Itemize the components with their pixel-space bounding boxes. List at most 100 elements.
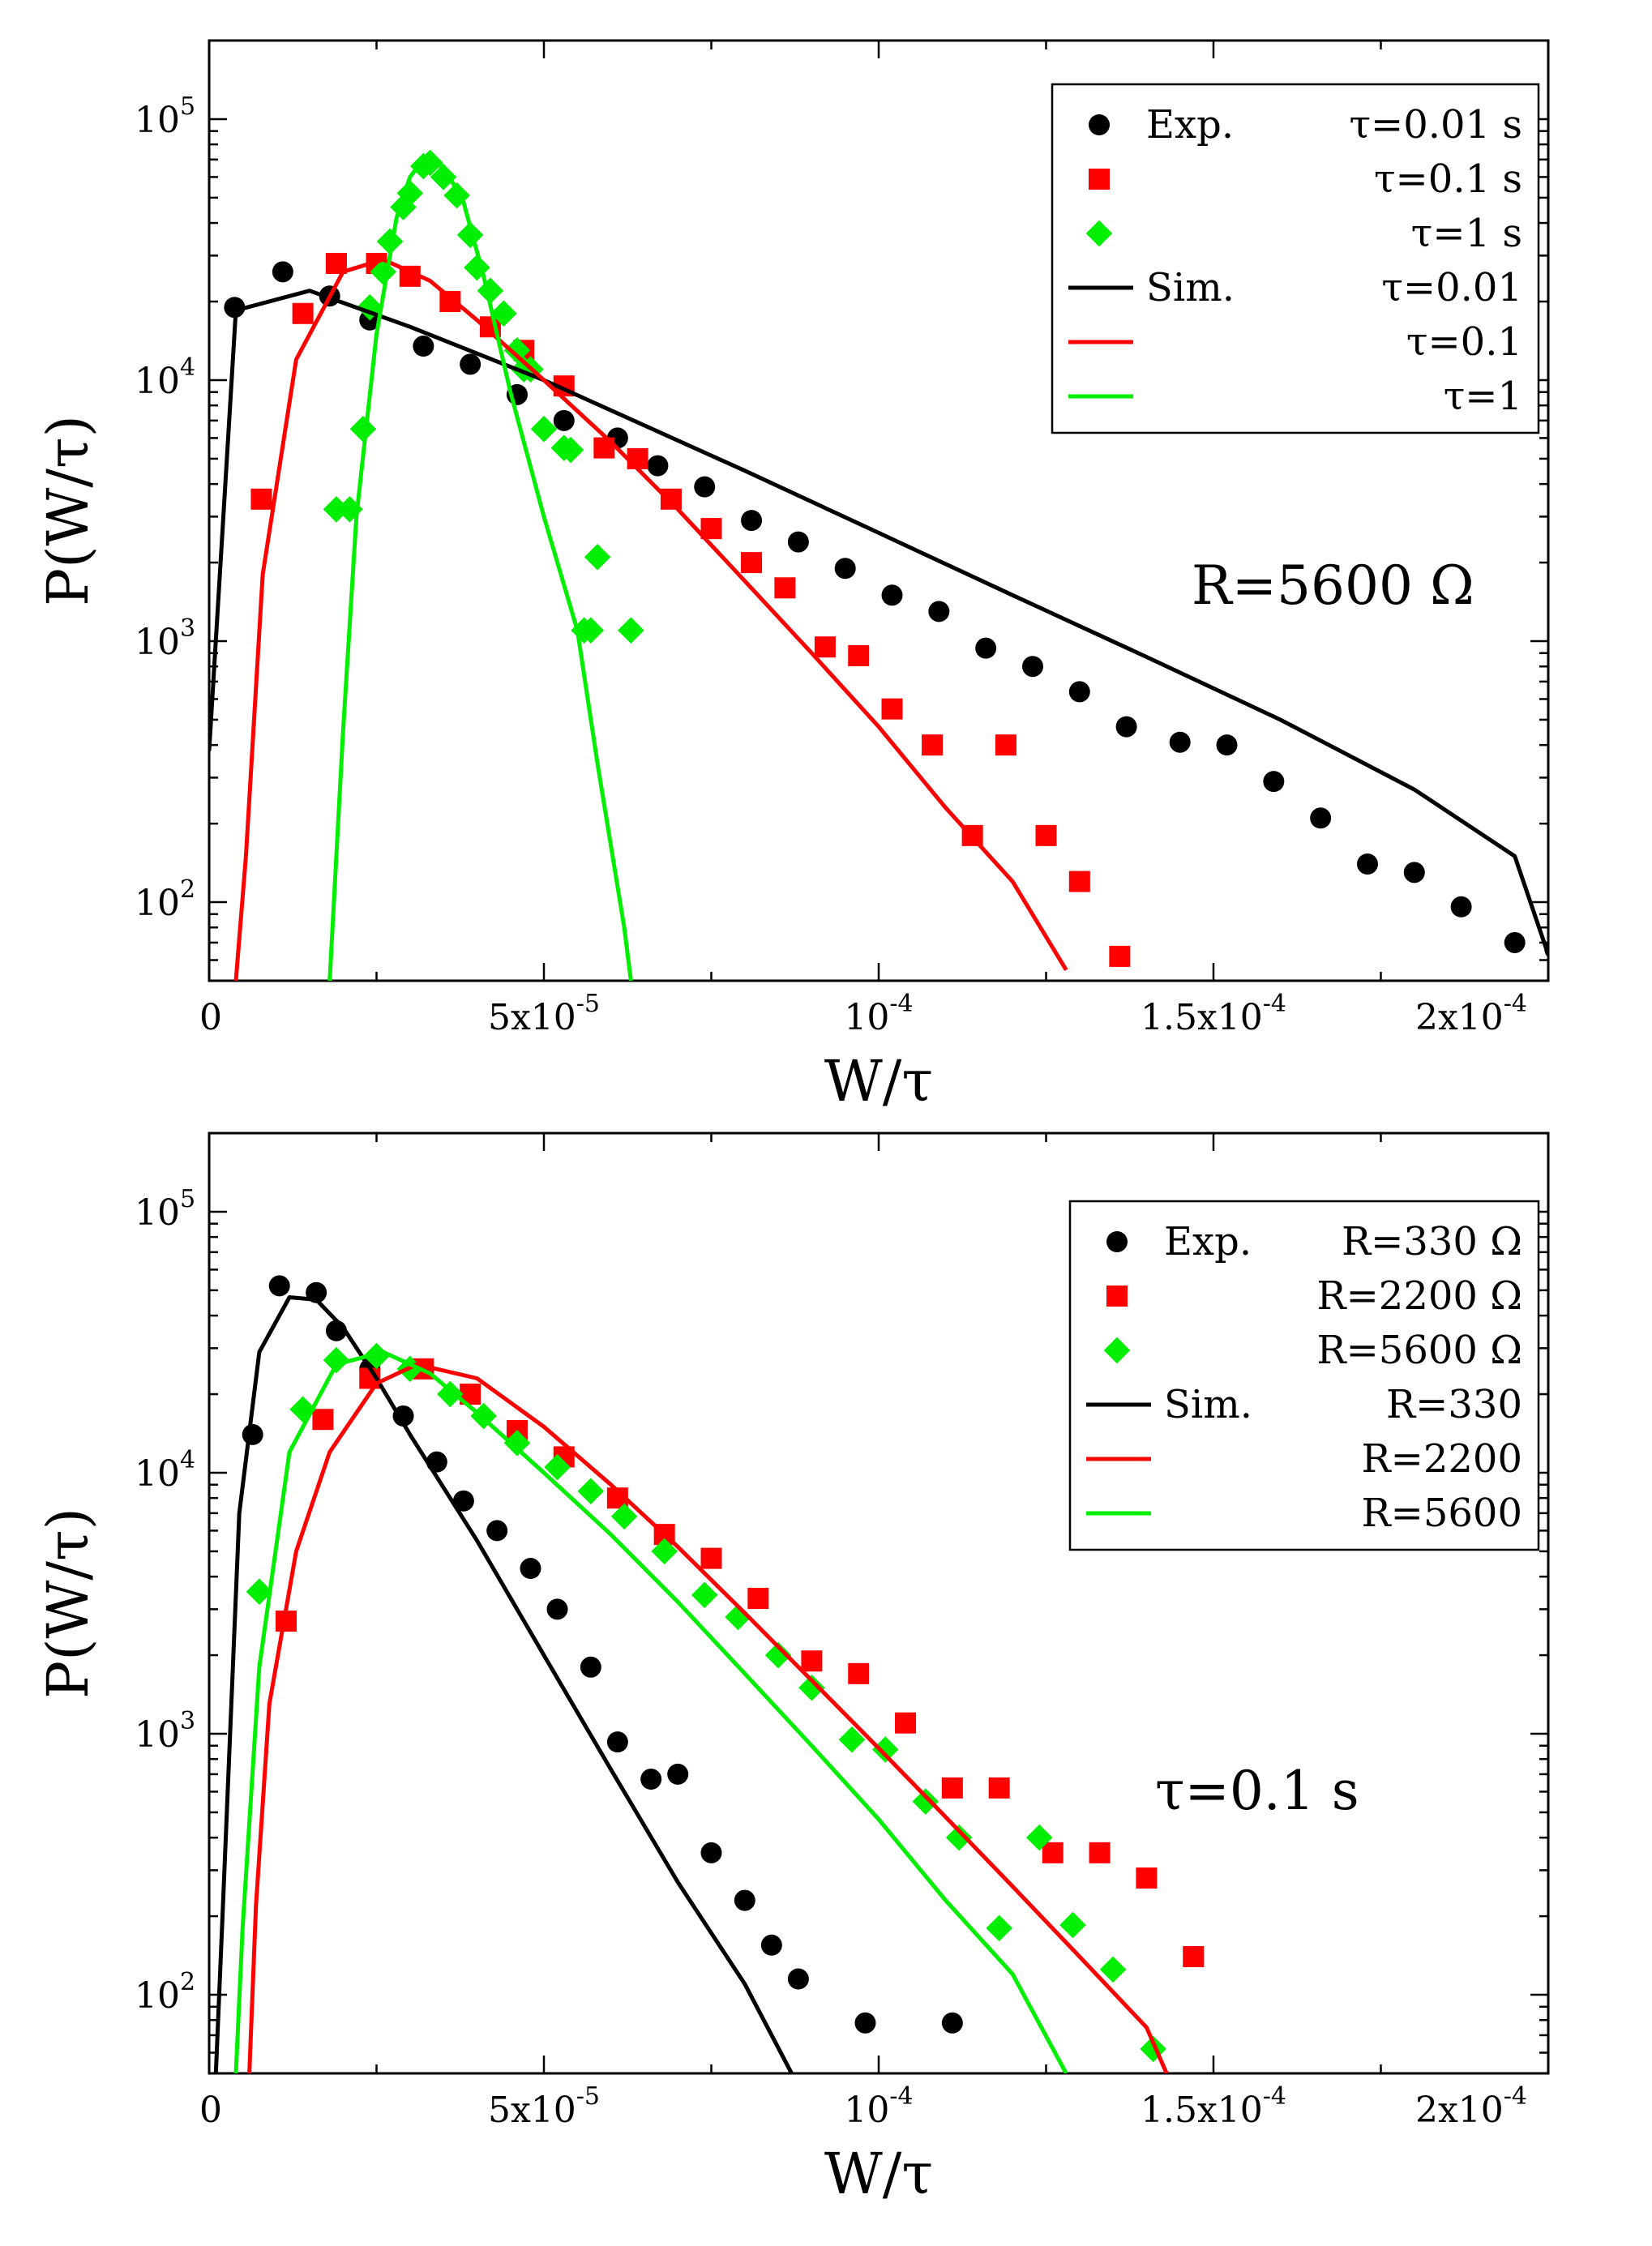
data-point <box>456 221 484 249</box>
data-point <box>610 1503 638 1530</box>
data-point <box>640 1769 662 1790</box>
plot-area <box>213 1275 1205 2073</box>
legend-prefix: Sim. <box>1146 265 1235 310</box>
data-point <box>801 1650 823 1672</box>
data-point <box>838 1726 866 1753</box>
data-point <box>798 1675 825 1701</box>
y-axis-title: P(W/τ) <box>35 1508 101 1699</box>
y-tick-label: 105 <box>135 92 195 141</box>
y-tick-label: 103 <box>135 614 195 663</box>
legend-item: τ=1 s <box>1085 211 1522 256</box>
y-tick-label: 102 <box>135 1968 195 2017</box>
legend-prefix: Sim. <box>1164 1382 1252 1427</box>
x-tick-label-exp: -5 <box>576 2082 600 2111</box>
data-point <box>881 698 903 720</box>
data-point <box>452 1490 474 1512</box>
y-tick-label: 104 <box>135 353 195 402</box>
x-tick-label: 0 <box>199 2090 222 2131</box>
legend-swatch-marker <box>1106 1231 1128 1252</box>
x-tick-label-base: 1.5x10 <box>1141 997 1263 1038</box>
data-point <box>774 577 796 599</box>
data-point <box>700 1547 722 1569</box>
data-point <box>741 552 763 574</box>
legend-box <box>1051 83 1540 434</box>
x-tick-label: 10-4 <box>844 990 913 1038</box>
x-tick-label: 0 <box>199 997 222 1038</box>
data-point <box>734 1889 755 1911</box>
y-tick-label: 104 <box>135 1446 195 1495</box>
data-point <box>250 488 272 510</box>
x-tick-label-base: 0 <box>199 997 222 1038</box>
legend-item: τ=1 <box>1068 374 1522 419</box>
legend-item: τ=0.1 <box>1068 319 1522 365</box>
data-point <box>490 300 517 327</box>
y-tick-label-exp: 4 <box>180 1446 195 1474</box>
data-point <box>546 1598 568 1620</box>
legend-swatch-marker <box>1103 1337 1131 1364</box>
x-tick-label: 2x10-4 <box>1415 2082 1527 2131</box>
legend-label: R=5600 Ω <box>1316 1328 1522 1373</box>
legend-swatch-marker <box>1106 1286 1128 1307</box>
series-5 <box>247 1362 1169 2073</box>
data-point <box>577 1478 605 1504</box>
data-point <box>764 1641 792 1669</box>
legend-swatch-marker <box>1089 114 1110 135</box>
data-point <box>741 510 763 532</box>
y-tick-label-base: 10 <box>135 361 180 402</box>
data-point <box>660 488 682 510</box>
data-point <box>1169 731 1191 753</box>
legend-swatch-marker <box>1085 220 1113 247</box>
data-point <box>268 1275 290 1297</box>
legend-label: R=5600 <box>1361 1491 1522 1536</box>
y-tick-label-base: 10 <box>135 1714 180 1756</box>
data-point <box>814 636 836 658</box>
series-line <box>247 1362 1169 2073</box>
data-point <box>667 1763 689 1785</box>
series-line <box>327 157 633 981</box>
x-tick-label-base: 5x10 <box>488 997 576 1038</box>
data-point <box>1021 656 1043 678</box>
data-point <box>553 409 575 431</box>
y-tick-label-exp: 3 <box>180 614 195 643</box>
data-point <box>1183 1945 1205 1967</box>
data-point <box>618 617 644 644</box>
data-point <box>363 1342 390 1370</box>
legend-label: τ=0.1 <box>1406 319 1522 365</box>
data-point <box>460 353 481 375</box>
legend-item: Exp. τ=0.01 s <box>1089 102 1522 148</box>
legend-item: R=2200 Ω <box>1106 1273 1522 1319</box>
data-point <box>872 1736 899 1763</box>
data-point <box>848 1662 870 1684</box>
data-point <box>292 302 314 324</box>
data-point <box>1089 1842 1111 1863</box>
legend-label: τ=0.1 s <box>1374 156 1522 202</box>
y-tick-label-base: 10 <box>135 100 180 141</box>
data-point <box>1099 1956 1127 1983</box>
data-point <box>986 1914 1012 1942</box>
data-point <box>272 261 293 283</box>
data-point <box>1310 807 1332 829</box>
y-tick-label-exp: 4 <box>180 353 195 382</box>
data-point <box>700 1842 722 1863</box>
data-point <box>922 734 944 756</box>
series-line <box>233 257 1068 981</box>
data-point <box>1263 771 1285 793</box>
legend: Exp. τ=0.01 s τ=0.1 s τ=1 s Sim. τ=0.01 τ=0.1 τ… <box>1051 83 1540 434</box>
legend-item: Exp. R=330 Ω <box>1106 1219 1522 1264</box>
data-point <box>787 531 809 553</box>
y-axis-title: P(W/τ) <box>35 415 101 606</box>
x-tick-label-base: 2x10 <box>1415 997 1504 1038</box>
series-line <box>213 1295 794 2073</box>
data-point <box>941 2012 963 2034</box>
x-axis-title: W/τ <box>824 1048 933 1114</box>
x-tick-label-base: 5x10 <box>488 2090 576 2131</box>
x-tick-label-exp: -5 <box>576 990 600 1018</box>
legend-label: τ=1 <box>1444 374 1522 419</box>
data-point <box>1042 1842 1064 1863</box>
data-point <box>530 415 558 443</box>
legend-label: τ=0.01 <box>1381 265 1522 310</box>
series-6 <box>327 157 633 981</box>
y-tick-label: 103 <box>135 1707 195 1756</box>
data-point <box>437 1380 464 1408</box>
series-2 <box>250 252 1131 967</box>
